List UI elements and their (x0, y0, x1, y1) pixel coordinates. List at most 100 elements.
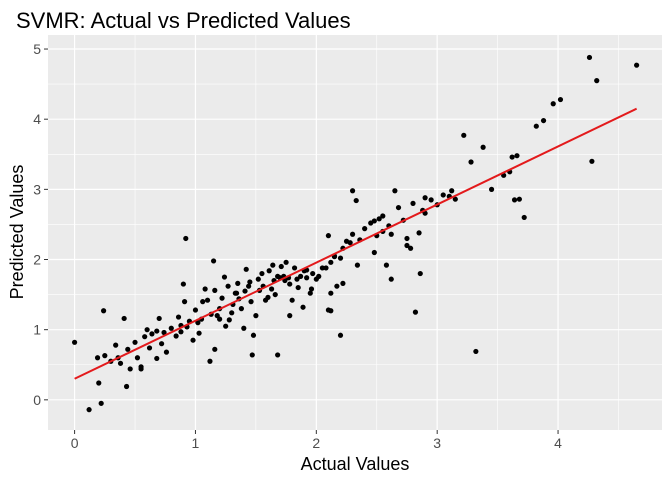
y-tick-label: 4 (33, 111, 41, 127)
data-point (287, 281, 293, 287)
data-point (159, 341, 165, 347)
data-point (163, 349, 170, 355)
data-point (383, 262, 390, 268)
data-point (319, 265, 325, 271)
data-point (123, 383, 130, 390)
data-point (407, 245, 414, 251)
data-point (521, 214, 527, 221)
data-point (416, 230, 422, 236)
data-point (516, 196, 522, 202)
data-point (308, 286, 315, 292)
data-point (275, 352, 281, 358)
data-point (161, 329, 167, 336)
data-point (149, 331, 155, 337)
data-point (235, 280, 241, 286)
y-tick-label: 2 (33, 252, 41, 268)
data-point (349, 188, 356, 194)
data-point (278, 263, 284, 270)
data-point (238, 306, 244, 312)
data-point (175, 314, 182, 320)
data-point (117, 360, 124, 366)
data-point (354, 262, 361, 268)
data-point (168, 325, 174, 331)
data-point (180, 281, 186, 287)
data-point (243, 266, 249, 272)
data-point (557, 96, 564, 103)
data-point (480, 144, 486, 150)
data-point (304, 275, 310, 281)
data-point (247, 279, 253, 285)
data-point (392, 188, 398, 194)
data-point (219, 295, 225, 301)
data-point (323, 265, 329, 271)
data-point (404, 235, 410, 242)
data-point (181, 299, 188, 305)
data-point (94, 355, 101, 361)
data-point (121, 315, 127, 322)
data-point (113, 342, 119, 348)
data-point (154, 328, 160, 334)
data-point (349, 231, 356, 237)
x-axis-title: Actual Values (301, 454, 410, 474)
data-point (269, 286, 275, 292)
data-point (156, 315, 162, 322)
x-tick-label: 4 (554, 435, 562, 451)
x-tick-label: 3 (433, 435, 441, 451)
data-point (223, 323, 229, 329)
x-tick-label: 1 (192, 435, 200, 451)
data-point (449, 188, 455, 194)
data-point (154, 355, 160, 362)
data-point (452, 196, 458, 202)
data-point (468, 159, 474, 165)
x-tick-label: 2 (312, 435, 320, 451)
data-point (347, 240, 353, 246)
data-point (207, 358, 213, 364)
data-point (100, 308, 107, 314)
data-point (316, 273, 322, 279)
data-point (473, 348, 479, 355)
data-point (550, 101, 556, 107)
data-point (634, 62, 640, 68)
data-point (200, 299, 206, 305)
data-point (242, 288, 248, 294)
data-point (291, 265, 298, 271)
chart-title: SVMR: Actual vs Predicted Values (16, 8, 351, 33)
data-point (533, 123, 539, 129)
data-point (294, 276, 300, 282)
data-point (376, 216, 382, 222)
data-point (340, 280, 346, 286)
data-point (86, 407, 92, 413)
data-point (265, 294, 271, 300)
data-point (192, 307, 199, 313)
data-point (195, 320, 201, 326)
y-tick-label: 1 (33, 322, 41, 338)
data-point (173, 333, 179, 339)
data-point (250, 332, 257, 338)
data-point (307, 290, 313, 296)
data-point (98, 400, 104, 406)
data-point (204, 297, 211, 303)
grid-lines (48, 35, 662, 430)
data-point (225, 283, 231, 289)
data-point (380, 213, 386, 219)
data-point (233, 290, 240, 296)
data-point (249, 352, 255, 358)
data-point (371, 218, 377, 224)
y-tick-label: 0 (33, 392, 41, 408)
data-point (412, 309, 419, 315)
data-point (325, 307, 332, 313)
data-point (212, 346, 218, 352)
data-point (388, 231, 394, 237)
data-point (410, 200, 416, 206)
data-point (371, 249, 377, 256)
data-point (511, 197, 518, 203)
data-point (586, 54, 593, 61)
data-point (270, 262, 276, 268)
data-point (440, 192, 446, 198)
regression-line (74, 107, 638, 380)
data-point (283, 259, 289, 265)
fit-line (74, 107, 638, 380)
data-point (241, 325, 247, 331)
data-point (589, 158, 595, 164)
